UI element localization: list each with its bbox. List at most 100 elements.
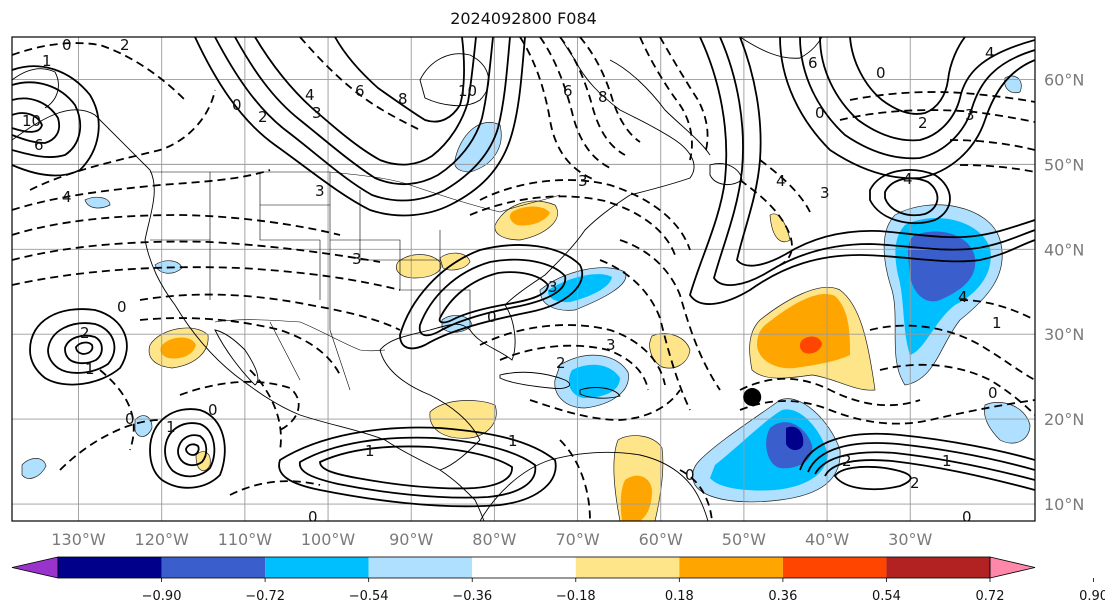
coastline-central-america xyxy=(439,469,485,521)
colorbar-segment xyxy=(368,557,473,578)
contour-label: 2 xyxy=(258,108,268,126)
contour-east-coast-low-1 xyxy=(399,244,583,350)
contour-ne-trade-high-4 xyxy=(824,459,1035,491)
contour-labels: 0 2 1 10 6 4 0 2 3 4 6 8 10 3 3 6 8 3 0 … xyxy=(22,36,1002,521)
contour-label: 2 xyxy=(80,324,90,342)
contour-dashed-37 xyxy=(739,179,793,266)
contour-dashed-28 xyxy=(739,377,921,407)
contour-pacific-high-2 xyxy=(47,322,116,374)
contour-label: 4 xyxy=(903,170,913,188)
contour-label: 0 xyxy=(232,96,242,114)
storm-center-marker xyxy=(743,388,762,407)
coastline-canada-east xyxy=(559,37,695,196)
colorbar-tick-label: −0.18 xyxy=(556,589,596,604)
contour-canada-trough-4 xyxy=(254,37,477,166)
contour-label: 2 xyxy=(120,36,130,54)
contour-dashed-38 xyxy=(759,159,811,213)
contour-label: 0 xyxy=(988,384,998,402)
contour-label: 3 xyxy=(578,172,588,190)
coastline-labrador xyxy=(609,59,711,156)
contour-dashed-5 xyxy=(12,240,381,263)
contour-label: 3 xyxy=(312,104,322,122)
contour-label: 6 xyxy=(808,54,818,72)
contour-label: 0 xyxy=(62,36,72,54)
contour-lines xyxy=(12,37,1035,521)
contour-dashed-22 xyxy=(599,259,691,411)
contour-alaska-high-2 xyxy=(12,81,82,158)
colorbar-segment xyxy=(782,557,887,578)
border-us-mexico xyxy=(214,319,386,352)
contour-pacific-high-4 xyxy=(75,341,94,355)
map-frame xyxy=(11,36,1036,522)
contour-dashed-19 xyxy=(479,179,691,251)
contour-label: 3 xyxy=(352,250,362,268)
coastline-newfoundland xyxy=(709,163,743,186)
coastline-hispaniola xyxy=(579,387,621,399)
contour-dashed-35 xyxy=(949,139,1035,151)
contour-dashed-21 xyxy=(619,239,721,391)
contour-dashed-4 xyxy=(12,214,341,236)
coastline-alaska xyxy=(12,68,59,109)
latitude-tick-label: 40°N xyxy=(1044,240,1084,259)
colorbar-tick-label: 0.54 xyxy=(872,589,901,604)
latitude-labels: 10°N 20°N 30°N 40°N 50°N 60°N xyxy=(1044,70,1084,514)
colorbar-segment xyxy=(575,557,680,578)
contour-atlantic-trough-3 xyxy=(736,37,1035,267)
contour-canada-trough-5 xyxy=(334,37,465,123)
longitude-tick-label: 30°W xyxy=(888,530,932,549)
contour-label: 2 xyxy=(918,114,928,132)
contour-label: 0 xyxy=(876,64,886,82)
contour-label: 0 xyxy=(125,410,135,428)
colorbar-tick-label: −0.36 xyxy=(452,589,492,604)
contour-dashed-18 xyxy=(659,37,709,151)
latitude-tick-label: 50°N xyxy=(1044,155,1084,174)
contour-ne-atlantic-high-2 xyxy=(884,177,939,217)
longitude-tick-label: 90°W xyxy=(389,530,433,549)
contour-label: 6 xyxy=(355,82,365,100)
shade-canada-blue xyxy=(454,122,502,173)
contour-dashed-15 xyxy=(559,37,626,156)
colorbar-low-extend xyxy=(11,556,59,579)
contour-dashed-12 xyxy=(299,37,421,131)
colorbar-tick-label: −0.54 xyxy=(349,589,389,604)
contour-label: 1 xyxy=(365,442,375,460)
contour-dashed-16 xyxy=(579,37,641,143)
contour-dashed-39 xyxy=(99,369,135,451)
coastline-south-america xyxy=(479,451,709,521)
contour-label: 8 xyxy=(598,88,608,106)
colorbar-tick-label: 0.18 xyxy=(665,589,694,604)
contour-label: 0 xyxy=(208,401,218,419)
contour-east-coast-low-3 xyxy=(438,271,549,324)
contour-label: 4 xyxy=(305,86,315,104)
contour-north-atlantic-ridge-3 xyxy=(819,37,1035,142)
shade-east-coast-mid-blue xyxy=(547,274,612,303)
border-state-5 xyxy=(330,239,401,290)
longitude-tick-label: 50°W xyxy=(722,530,766,549)
contour-label: 3 xyxy=(548,278,558,296)
colorbar-tick-label: 0.36 xyxy=(768,589,797,604)
shade-small-blue-5 xyxy=(84,196,111,209)
contour-label: 3 xyxy=(606,336,616,354)
contour-dashed-29 xyxy=(739,399,1035,425)
shade-tropical-navy xyxy=(786,426,804,451)
contour-label: 4 xyxy=(958,288,968,306)
contour-dashed-26 xyxy=(559,439,591,521)
shade-pacific-orange xyxy=(160,337,196,359)
contour-label: 0 xyxy=(815,104,825,122)
contour-label: 4 xyxy=(62,188,72,206)
shade-venezuela-orange xyxy=(620,475,652,521)
map-title: 2024092800 F084 xyxy=(450,9,597,28)
latitude-tick-label: 30°N xyxy=(1044,325,1084,344)
contour-east-pacific-high-1 xyxy=(149,408,226,489)
contour-canada-trough-1 xyxy=(194,37,526,217)
contour-dashed-30 xyxy=(879,363,1035,416)
border-mexico-states xyxy=(269,321,351,391)
contour-label: 4 xyxy=(776,172,786,190)
contour-label: 0 xyxy=(117,298,127,316)
contour-dashed-8 xyxy=(139,317,341,376)
contour-label: 0 xyxy=(487,308,497,326)
contour-label: 1 xyxy=(85,360,95,378)
contour-dashed-24 xyxy=(499,344,649,391)
contour-dashed-27 xyxy=(679,469,713,521)
